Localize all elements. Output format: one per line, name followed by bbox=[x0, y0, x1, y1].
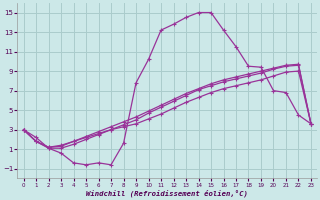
X-axis label: Windchill (Refroidissement éolien,°C): Windchill (Refroidissement éolien,°C) bbox=[86, 190, 248, 197]
